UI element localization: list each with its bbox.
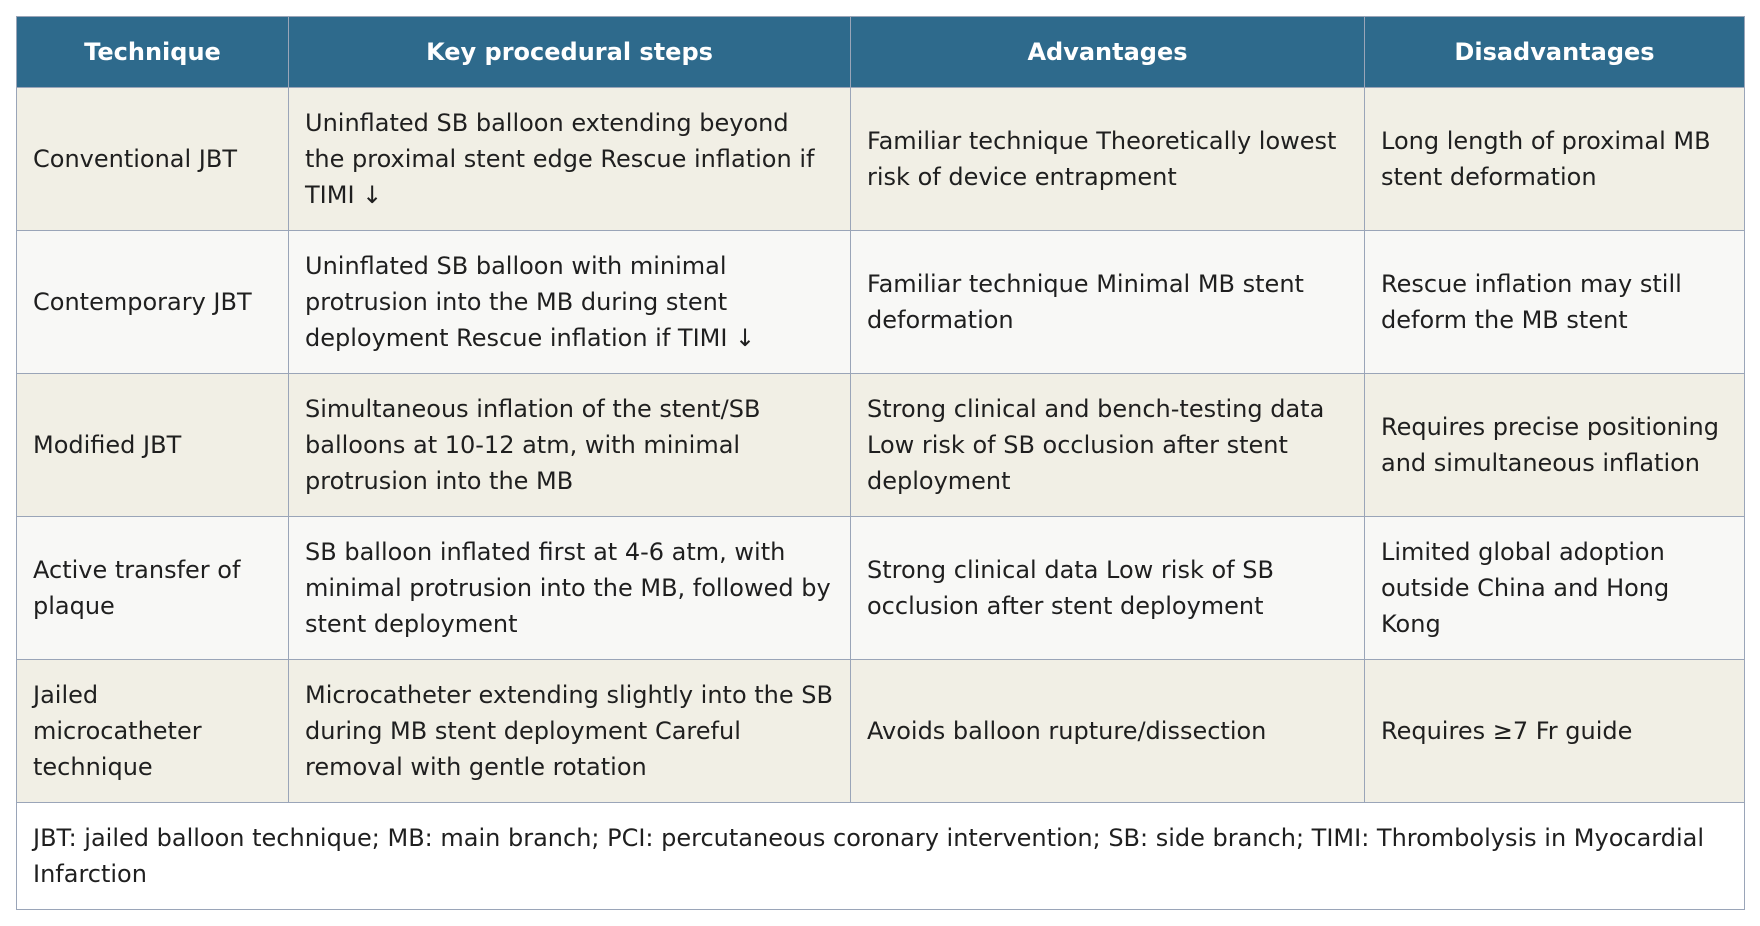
advantages-cell: Familiar technique Theoretically lowest …: [850, 87, 1365, 231]
header-row: Technique Key procedural steps Advantage…: [16, 16, 1745, 88]
steps-cell: Uninflated SB balloon with minimal protr…: [288, 230, 851, 374]
advantages-cell: Avoids balloon rupture/dissection: [850, 659, 1365, 803]
disadvantages-cell: Rescue inflation may still deform the MB…: [1364, 230, 1745, 374]
advantages-cell: Strong clinical data Low risk of SB occl…: [850, 516, 1365, 660]
disadvantages-cell: Limited global adoption outside China an…: [1364, 516, 1745, 660]
technique-cell: Contemporary JBT: [16, 230, 289, 374]
technique-cell: Jailed microcatheter technique: [16, 659, 289, 803]
technique-cell: Active transfer of plaque: [16, 516, 289, 660]
disadvantages-cell: Requires precise positioning and simulta…: [1364, 373, 1745, 517]
column-header-technique: Technique: [16, 16, 289, 88]
techniques-comparison-table: Technique Key procedural steps Advantage…: [16, 16, 1745, 910]
table-header: Technique Key procedural steps Advantage…: [16, 16, 1745, 88]
footnote-row: JBT: jailed balloon technique; MB: main …: [16, 802, 1745, 910]
technique-cell: Modified JBT: [16, 373, 289, 517]
steps-cell: Microcatheter extending slightly into th…: [288, 659, 851, 803]
table-row: Active transfer of plaque SB balloon inf…: [16, 516, 1745, 660]
column-header-advantages: Advantages: [850, 16, 1365, 88]
table-row: Jailed microcatheter technique Microcath…: [16, 659, 1745, 803]
technique-cell: Conventional JBT: [16, 87, 289, 231]
disadvantages-cell: Requires ≥7 Fr guide: [1364, 659, 1745, 803]
steps-cell: Simultaneous inflation of the stent/SB b…: [288, 373, 851, 517]
disadvantages-cell: Long length of proximal MB stent deforma…: [1364, 87, 1745, 231]
column-header-disadvantages: Disadvantages: [1364, 16, 1745, 88]
steps-cell: SB balloon inflated first at 4-6 atm, wi…: [288, 516, 851, 660]
column-header-steps: Key procedural steps: [288, 16, 851, 88]
abbreviations-footnote: JBT: jailed balloon technique; MB: main …: [16, 802, 1745, 910]
advantages-cell: Strong clinical and bench-testing data L…: [850, 373, 1365, 517]
table-row: Conventional JBT Uninflated SB balloon e…: [16, 87, 1745, 231]
table-row: Contemporary JBT Uninflated SB balloon w…: [16, 230, 1745, 374]
table-footer: JBT: jailed balloon technique; MB: main …: [16, 802, 1745, 910]
comparison-table-container: Technique Key procedural steps Advantage…: [16, 16, 1745, 910]
steps-cell: Uninflated SB balloon extending beyond t…: [288, 87, 851, 231]
table-row: Modified JBT Simultaneous inflation of t…: [16, 373, 1745, 517]
table-body: Conventional JBT Uninflated SB balloon e…: [16, 87, 1745, 803]
advantages-cell: Familiar technique Minimal MB stent defo…: [850, 230, 1365, 374]
